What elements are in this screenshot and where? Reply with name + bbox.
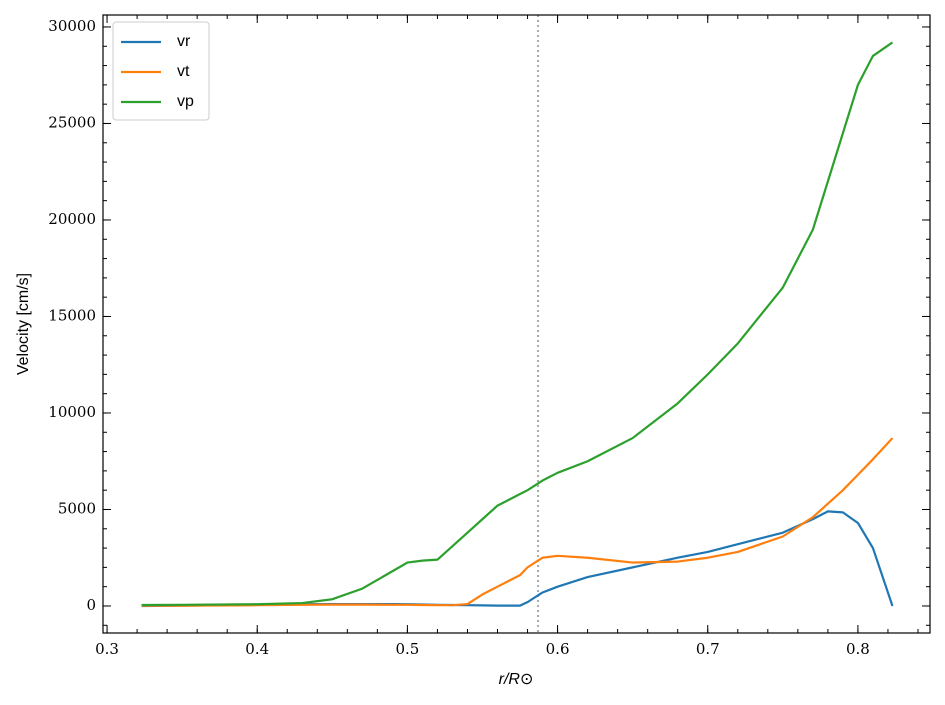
x-tick-label: 0.8 [846, 640, 870, 658]
line-series [141, 437, 894, 607]
y-tick-label: 5000 [58, 499, 96, 517]
x-tick-label: 0.3 [95, 640, 119, 658]
legend-label: vr [177, 33, 191, 50]
x-tick-label: 0.5 [395, 640, 419, 658]
y-axis-label: Velocity [cm/s] [15, 273, 32, 375]
y-tick-label: 10000 [48, 403, 96, 421]
legend-label: vp [177, 93, 194, 110]
legend-label: vt [177, 63, 190, 80]
y-tick-label: 30000 [48, 17, 96, 35]
line-series [141, 510, 894, 608]
line-series [141, 41, 894, 607]
y-tick-label: 25000 [48, 113, 96, 131]
y-tick-label: 20000 [48, 210, 96, 228]
x-axis-label: r/R⊙ [499, 671, 534, 688]
plot-frame [102, 14, 931, 634]
x-tick-label: 0.6 [546, 640, 570, 658]
y-tick-label: 0 [86, 596, 96, 614]
x-tick-label: 0.7 [696, 640, 720, 658]
x-tick-label: 0.4 [245, 640, 269, 658]
y-tick-label: 15000 [48, 306, 96, 324]
